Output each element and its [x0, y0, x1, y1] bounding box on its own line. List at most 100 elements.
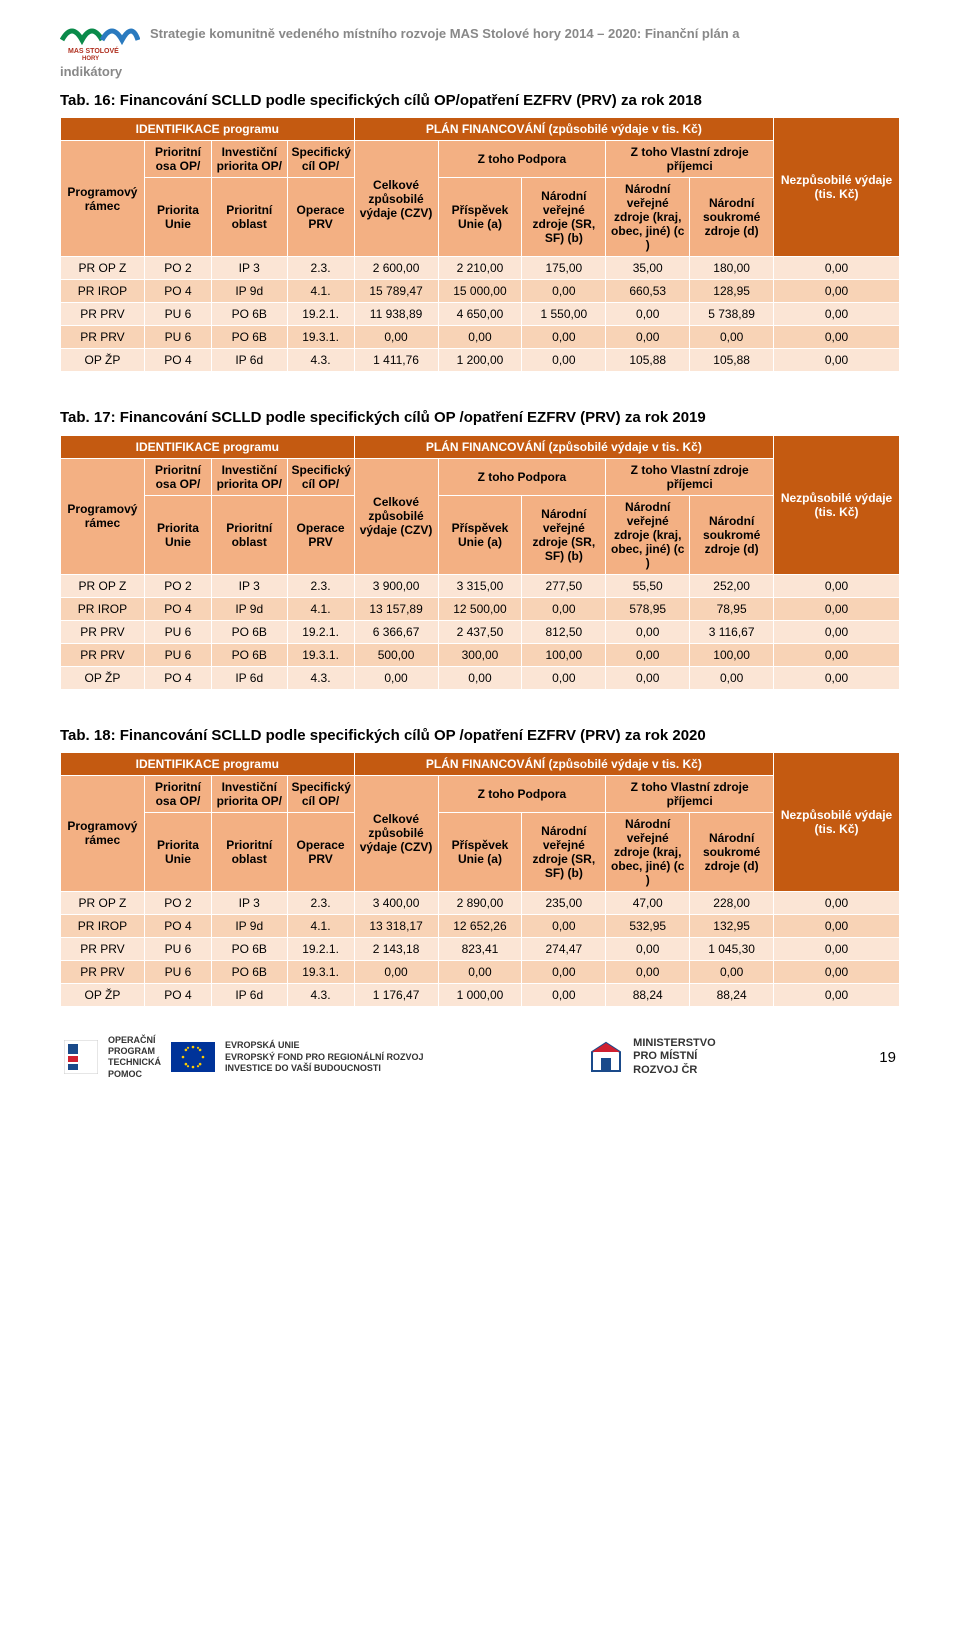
table-cell: PU 6 [144, 620, 211, 643]
col-narodni-verejne: Národní veřejné zdroje (SR, SF) (b) [522, 495, 606, 574]
table-cell: 812,50 [522, 620, 606, 643]
col-z-podpora: Z toho Podpora [438, 458, 606, 495]
table-cell: 0,00 [690, 666, 774, 689]
table-cell: 100,00 [522, 643, 606, 666]
table-cell: 0,00 [354, 666, 438, 689]
table-cell: PR PRV [61, 303, 145, 326]
table-cell: 35,00 [606, 257, 690, 280]
table-cell: IP 6d [212, 349, 288, 372]
col-specificky-cil: Specifický cíl OP/ [287, 458, 354, 495]
table-cell: 274,47 [522, 937, 606, 960]
table-cell: 19.2.1. [287, 620, 354, 643]
page-footer: OPERAČNÍ PROGRAM TECHNICKÁ POMOC EVROPSK… [60, 1035, 900, 1080]
col-prispevek-unie: Příspěvek Unie (a) [438, 812, 522, 891]
table-cell: 0,00 [606, 666, 690, 689]
table-cell: 0,00 [774, 326, 900, 349]
col-plan: PLÁN FINANCOVÁNÍ (způsobilé výdaje v tis… [354, 752, 773, 775]
table-cell: 4.1. [287, 280, 354, 303]
page-number: 19 [879, 1049, 896, 1066]
table-cell: 2 437,50 [438, 620, 522, 643]
col-narodni-verejne-kraj: Národní veřejné zdroje (kraj, obec, jiné… [606, 495, 690, 574]
col-prioritni-oblast: Prioritní oblast [212, 178, 288, 257]
table-cell: 19.3.1. [287, 326, 354, 349]
table-row: PR PRVPU 6PO 6B19.3.1.500,00300,00100,00… [61, 643, 900, 666]
col-prioritni-oblast: Prioritní oblast [212, 495, 288, 574]
table-cell: IP 9d [212, 597, 288, 620]
col-czv: Celkové způsobilé výdaje (CZV) [354, 141, 438, 257]
table-cell: 578,95 [606, 597, 690, 620]
table-cell: 13 157,89 [354, 597, 438, 620]
table-row: PR OP ZPO 2IP 32.3.3 900,003 315,00277,5… [61, 574, 900, 597]
table-cell: 0,00 [774, 666, 900, 689]
col-plan: PLÁN FINANCOVÁNÍ (způsobilé výdaje v tis… [354, 435, 773, 458]
table-cell: 660,53 [606, 280, 690, 303]
col-specificky-cil: Specifický cíl OP/ [287, 141, 354, 178]
table-cell: 4.3. [287, 983, 354, 1006]
table-cell: PR IROP [61, 280, 145, 303]
table-cell: 0,00 [522, 666, 606, 689]
table-cell: PO 2 [144, 891, 211, 914]
table-cell: PR PRV [61, 643, 145, 666]
col-z-podpora: Z toho Podpora [438, 141, 606, 178]
table-cell: 0,00 [774, 914, 900, 937]
table-cell: 0,00 [774, 620, 900, 643]
table-cell: 300,00 [438, 643, 522, 666]
table-cell: 12 500,00 [438, 597, 522, 620]
col-z-vlastni: Z toho Vlastní zdroje příjemci [606, 458, 774, 495]
financing-table: IDENTIFIKACE programuPLÁN FINANCOVÁNÍ (z… [60, 752, 900, 1007]
table-cell: PR IROP [61, 597, 145, 620]
col-programovy-ramec: Programový rámec [61, 458, 145, 574]
table-cell: PO 4 [144, 983, 211, 1006]
header-indicators-word: indikátory [60, 64, 900, 79]
table-cell: PR PRV [61, 960, 145, 983]
table-cell: PO 4 [144, 280, 211, 303]
table-cell: 3 400,00 [354, 891, 438, 914]
table-cell: 19.3.1. [287, 643, 354, 666]
col-operace-prv: Operace PRV [287, 178, 354, 257]
table-cell: OP ŽP [61, 666, 145, 689]
table-caption: Tab. 18: Financování SCLLD podle specifi… [60, 726, 900, 746]
table-cell: 228,00 [690, 891, 774, 914]
col-prioritni-oblast: Prioritní oblast [212, 812, 288, 891]
table-cell: 0,00 [774, 303, 900, 326]
table-cell: 0,00 [522, 983, 606, 1006]
table-cell: 3 315,00 [438, 574, 522, 597]
svg-text:MAS STOLOVÉ: MAS STOLOVÉ [68, 46, 119, 55]
table-cell: 277,50 [522, 574, 606, 597]
table-cell: 0,00 [606, 620, 690, 643]
col-nezpusobile: Nezpůsobilé výdaje (tis. Kč) [774, 752, 900, 891]
table-cell: IP 9d [212, 280, 288, 303]
table-cell: PO 4 [144, 349, 211, 372]
table-cell: PR OP Z [61, 574, 145, 597]
mmr-label-2: PRO MÍSTNÍ [633, 1050, 716, 1064]
col-identifikace: IDENTIFIKACE programu [61, 118, 355, 141]
col-investicni-priorita: Investiční priorita OP/ [212, 775, 288, 812]
table-cell: 4.3. [287, 666, 354, 689]
table-cell: 2.3. [287, 891, 354, 914]
table-cell: 3 900,00 [354, 574, 438, 597]
table-cell: 0,00 [522, 349, 606, 372]
col-narodni-verejne-kraj: Národní veřejné zdroje (kraj, obec, jiné… [606, 178, 690, 257]
table-cell: 88,24 [606, 983, 690, 1006]
table-cell: 0,00 [606, 937, 690, 960]
table-cell: 11 938,89 [354, 303, 438, 326]
table-cell: 252,00 [690, 574, 774, 597]
table-cell: 19.2.1. [287, 303, 354, 326]
col-priorita-unie: Priorita Unie [144, 495, 211, 574]
table-cell: 4.1. [287, 597, 354, 620]
col-z-vlastni: Z toho Vlastní zdroje příjemci [606, 775, 774, 812]
table-cell: 0,00 [774, 574, 900, 597]
eu-label-2: EVROPSKÝ FOND PRO REGIONÁLNÍ ROZVOJ [225, 1052, 424, 1063]
table-cell: PO 6B [212, 326, 288, 349]
col-investicni-priorita: Investiční priorita OP/ [212, 458, 288, 495]
table-cell: OP ŽP [61, 983, 145, 1006]
table-row: PR IROPPO 4IP 9d4.1.13 157,8912 500,000,… [61, 597, 900, 620]
table-cell: 0,00 [522, 280, 606, 303]
table-cell: 6 366,67 [354, 620, 438, 643]
col-nezpusobile: Nezpůsobilé výdaje (tis. Kč) [774, 118, 900, 257]
financing-table: IDENTIFIKACE programuPLÁN FINANCOVÁNÍ (z… [60, 117, 900, 372]
col-narodni-soukrome: Národní soukromé zdroje (d) [690, 495, 774, 574]
table-cell: PO 6B [212, 620, 288, 643]
optp-label-1: OPERAČNÍ [108, 1035, 161, 1046]
table-cell: 0,00 [522, 960, 606, 983]
